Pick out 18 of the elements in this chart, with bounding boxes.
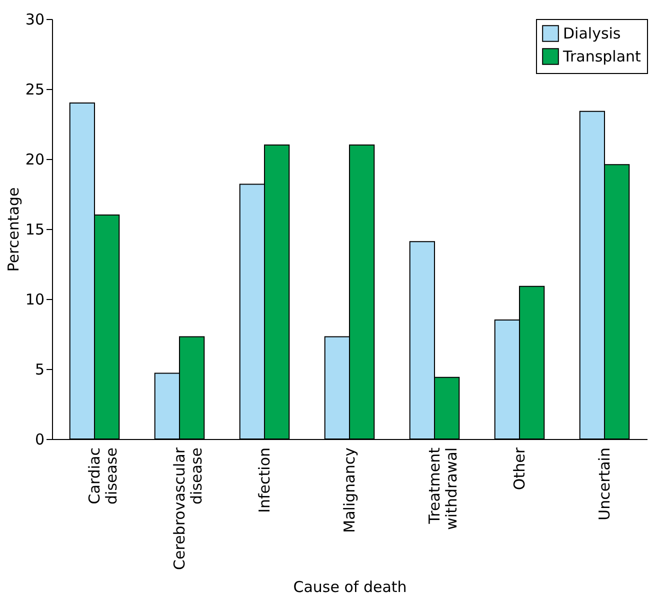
x-tick-label: Uncertain: [596, 448, 614, 520]
x-tick-label: Malignancy: [340, 447, 358, 533]
x-axis-title: Cause of death: [293, 578, 407, 596]
x-tick-label: Cardiac disease: [86, 448, 120, 504]
x-tick-label: Infection: [256, 448, 274, 513]
y-tick-label: 20: [25, 150, 44, 168]
y-tick-label: 30: [25, 10, 44, 28]
legend-label: Dialysis: [563, 24, 621, 42]
legend-label: Transplant: [562, 48, 642, 66]
y-tick-label: 10: [25, 290, 44, 308]
x-tick-label: Cerebrovascular disease: [170, 446, 206, 570]
y-tick-label: 0: [34, 430, 44, 448]
y-tick-label: 5: [34, 360, 44, 378]
y-axis-title: Percentage: [4, 187, 22, 272]
y-tick-label: 15: [25, 220, 44, 238]
x-tick-label: Treatment withdrawal: [426, 447, 460, 530]
y-tick-label: 25: [25, 80, 44, 98]
x-tick-label: Other: [510, 446, 528, 490]
